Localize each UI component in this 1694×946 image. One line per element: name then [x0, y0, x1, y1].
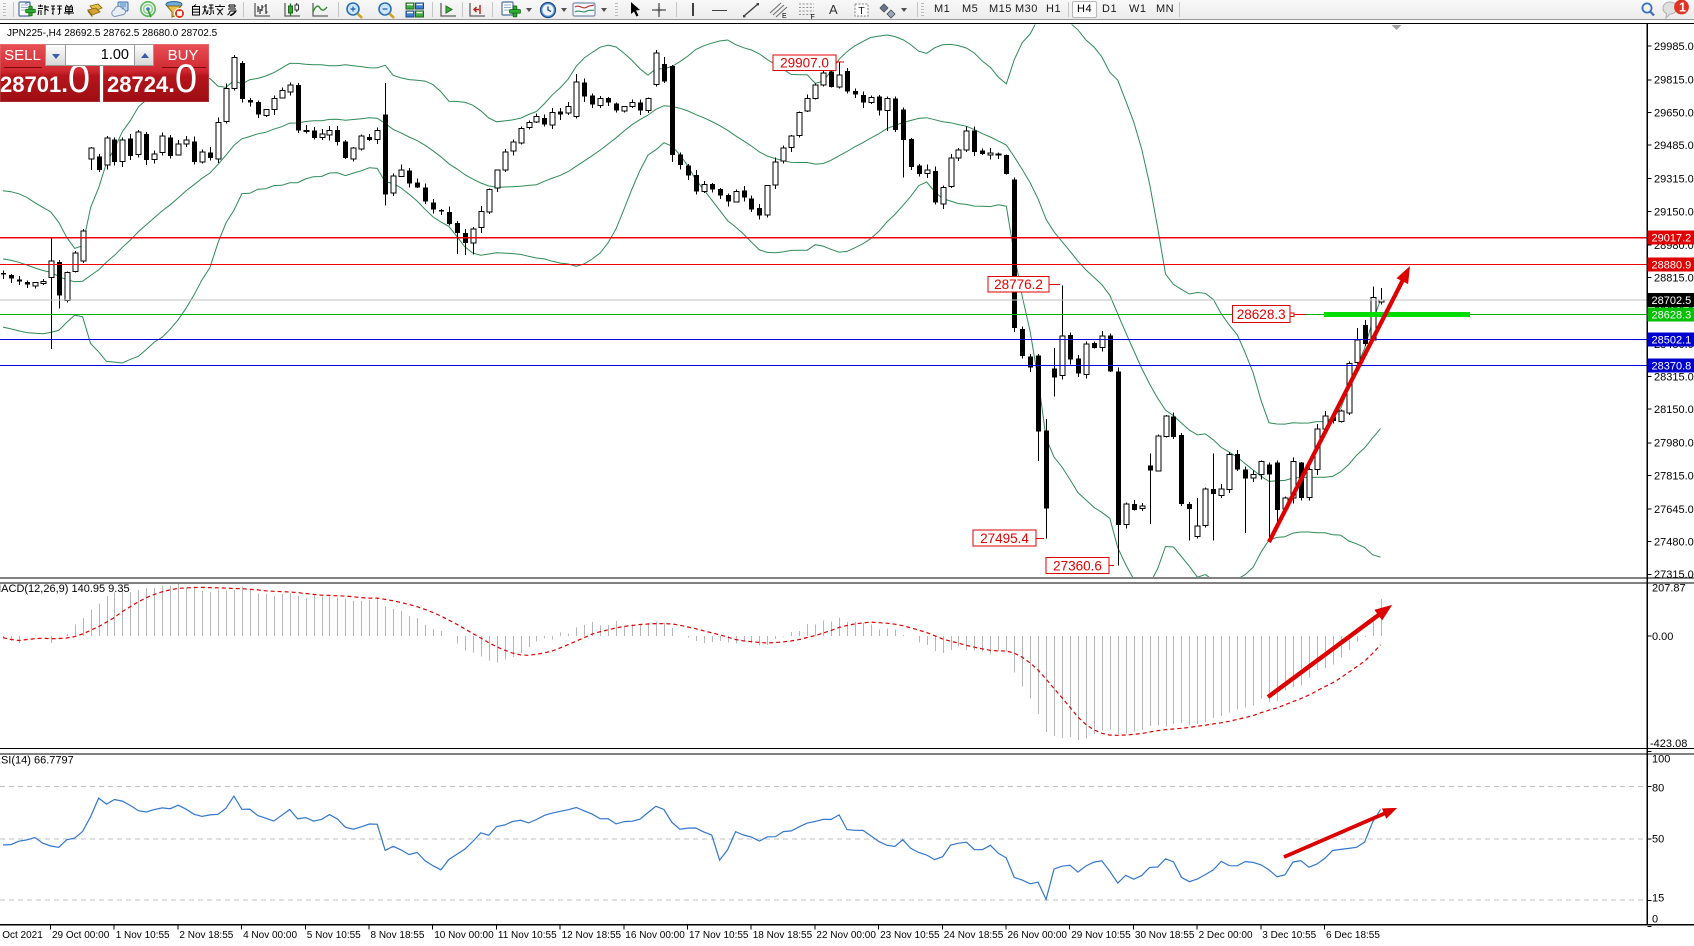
svg-text:11 Nov 10:55: 11 Nov 10:55	[498, 930, 557, 941]
svg-text:3 Dec 10:55: 3 Dec 10:55	[1262, 930, 1316, 941]
svg-text:100: 100	[1652, 754, 1670, 766]
svg-text:12 Nov 18:55: 12 Nov 18:55	[562, 930, 622, 941]
svg-text:15: 15	[1652, 893, 1664, 905]
svg-text:27360.6: 27360.6	[1053, 558, 1102, 573]
svg-text:29815.0: 29815.0	[1654, 75, 1694, 87]
svg-text:30 Nov 18:55: 30 Nov 18:55	[1135, 930, 1195, 941]
svg-text:29985.0: 29985.0	[1654, 41, 1694, 53]
svg-text:28628.3: 28628.3	[1652, 309, 1692, 321]
svg-text:23 Nov 10:55: 23 Nov 10:55	[880, 930, 940, 941]
svg-text:29 Oct 00:00: 29 Oct 00:00	[52, 930, 110, 941]
svg-text:1 Nov 10:55: 1 Nov 10:55	[116, 930, 170, 941]
svg-text:207.87: 207.87	[1652, 583, 1686, 595]
svg-text:T: T	[858, 5, 865, 17]
svg-text:27495.4: 27495.4	[980, 531, 1029, 546]
svg-text:27645.0: 27645.0	[1654, 504, 1694, 516]
svg-text:29150.0: 29150.0	[1654, 206, 1694, 218]
svg-text:80: 80	[1652, 783, 1664, 795]
svg-text:28776.2: 28776.2	[994, 277, 1043, 292]
svg-text:18 Nov 18:55: 18 Nov 18:55	[753, 930, 813, 941]
svg-text:29650.0: 29650.0	[1654, 107, 1694, 119]
svg-text:6 Dec 18:55: 6 Dec 18:55	[1326, 930, 1380, 941]
svg-text:0: 0	[1652, 914, 1658, 926]
svg-text:F: F	[811, 14, 815, 20]
svg-text:2 Nov 18:55: 2 Nov 18:55	[179, 930, 233, 941]
svg-text:29017.2: 29017.2	[1652, 233, 1692, 245]
svg-text:26 Nov 00:00: 26 Nov 00:00	[1008, 930, 1068, 941]
svg-text:27480.0: 27480.0	[1654, 537, 1694, 549]
svg-text:-423.08: -423.08	[1650, 738, 1687, 750]
svg-text:29315.0: 29315.0	[1654, 174, 1694, 186]
svg-text:24 Nov 18:55: 24 Nov 18:55	[944, 930, 1004, 941]
svg-text:29 Nov 10:55: 29 Nov 10:55	[1071, 930, 1131, 941]
svg-text:16 Nov 00:00: 16 Nov 00:00	[625, 930, 685, 941]
svg-text:29485.0: 29485.0	[1654, 140, 1694, 152]
svg-text:28370.8: 28370.8	[1652, 360, 1692, 372]
svg-text:28628.3: 28628.3	[1237, 307, 1286, 322]
svg-text:27815.0: 27815.0	[1654, 470, 1694, 482]
svg-text:10 Nov 00:00: 10 Nov 00:00	[434, 930, 494, 941]
svg-text:1: 1	[1679, 0, 1686, 14]
svg-text:28880.9: 28880.9	[1652, 260, 1692, 272]
svg-text:22 Nov 00:00: 22 Nov 00:00	[816, 930, 876, 941]
svg-text:27315.0: 27315.0	[1654, 569, 1694, 581]
svg-text:8 Nov 18:55: 8 Nov 18:55	[371, 930, 425, 941]
svg-text:28502.1: 28502.1	[1652, 334, 1692, 346]
svg-text:28815.0: 28815.0	[1654, 273, 1694, 285]
svg-text:28315.0: 28315.0	[1654, 371, 1694, 383]
svg-text:27980.0: 27980.0	[1654, 438, 1694, 450]
svg-text:4 Nov 00:00: 4 Nov 00:00	[243, 930, 297, 941]
svg-text:E: E	[782, 13, 787, 20]
svg-text:28702.5: 28702.5	[1652, 295, 1692, 307]
svg-text:29907.0: 29907.0	[780, 56, 829, 71]
svg-text:JPN225-,H4 28692.5 28762.5 28: JPN225-,H4 28692.5 28762.5 28680.0 28702…	[7, 28, 218, 39]
svg-text:17 Nov 10:55: 17 Nov 10:55	[689, 930, 749, 941]
svg-text:5 Nov 10:55: 5 Nov 10:55	[307, 930, 361, 941]
svg-text:28150.0: 28150.0	[1654, 404, 1694, 416]
svg-text:28 Oct 2021: 28 Oct 2021	[0, 930, 43, 941]
svg-text:2 Dec 00:00: 2 Dec 00:00	[1199, 930, 1253, 941]
svg-text:50: 50	[1652, 834, 1664, 846]
svg-text:0.00: 0.00	[1652, 631, 1673, 643]
svg-text:MACD(12,26,9) 140.95 9.35: MACD(12,26,9) 140.95 9.35	[0, 583, 130, 595]
svg-text:RSI(14) 66.7797: RSI(14) 66.7797	[0, 755, 74, 767]
